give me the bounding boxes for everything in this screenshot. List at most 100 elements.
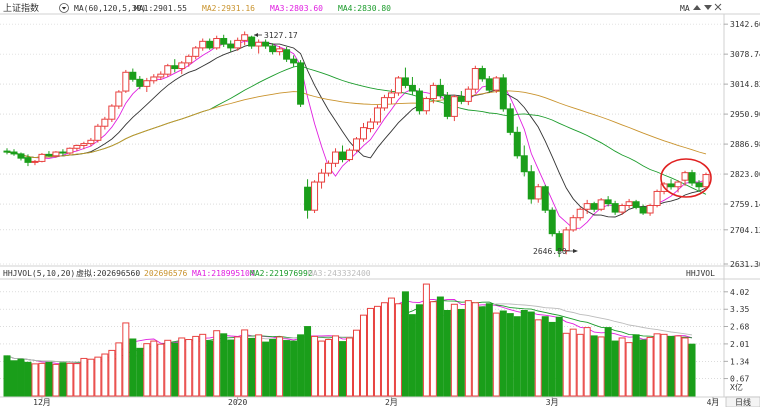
price-tick-label: 2759.14 [730,200,760,209]
volume-bar [199,333,207,397]
volume-bar [353,329,360,397]
volume-bar [359,314,367,397]
volume-ma2-value: MA2:221976992 [250,269,313,278]
volume-bar [283,340,291,397]
candle [681,170,689,186]
candle [457,91,465,105]
volume-bar [10,360,18,397]
volume-bar [171,342,179,397]
price-tick-label: 2950.90 [730,110,760,119]
volume-bar [87,358,95,397]
price-tick-label: 3142.66 [730,20,760,29]
volume-bar [248,337,256,397]
candle [478,65,486,82]
volume-bar [3,355,11,397]
candle [192,46,200,60]
volume-bar-series [3,283,696,397]
ma10-line [6,42,707,218]
candle [415,88,423,115]
volume-tick-label: 1.34 [730,357,749,366]
candle [436,78,444,99]
volume-bar [206,340,214,397]
volume-indicator-tag[interactable]: HHJVOL [686,269,715,278]
price-grid [0,23,724,265]
candle [129,68,137,82]
candle [548,207,556,237]
volume-bar [492,312,500,397]
price-tick-label: 2631.30 [730,260,760,269]
volume-bar [115,342,123,397]
candle [213,35,221,50]
price-tick-label: 2704.13 [730,226,760,235]
volume-bar [415,304,423,397]
indicator-tag[interactable]: MA [680,4,690,13]
period-button[interactable]: 日线 [725,396,760,407]
candle [353,137,360,153]
candle [653,189,661,208]
volume-bar [59,362,67,397]
ma3-value: MA3:2803.60 [270,4,323,13]
candle [66,147,74,155]
volume-bar [590,335,598,397]
volume-bar [387,297,395,397]
volume-bar [380,302,388,397]
volume-bar [562,332,570,397]
ma4-value: MA4:2830.80 [338,4,391,13]
candle [702,172,710,189]
volume-bar [24,361,32,397]
volume-bar [276,336,284,397]
volume-bar [485,303,493,397]
candle [625,198,633,209]
candle [24,154,32,167]
volume-bar [527,311,535,397]
volume-bar [178,337,186,397]
candle [318,168,326,189]
candle [667,179,675,190]
volume-bar [464,300,472,397]
candle [513,126,521,159]
candle [450,94,458,122]
volume-bar [443,310,451,397]
volume-bar [667,335,675,397]
candle [632,199,640,210]
volume-bar [290,340,298,397]
candle [492,76,500,93]
volume-bar [457,308,465,397]
close-icon[interactable] [714,3,722,11]
candle [408,76,416,95]
ma-indicator-label[interactable]: MA(60,120,5,30) [74,4,146,13]
volume-bar [101,353,109,397]
volume-bar [674,335,682,397]
volume-bar [632,334,640,397]
candle [234,37,242,51]
price-tick-label: 3014.82 [730,80,760,89]
period-button-label[interactable]: 日线 [735,397,751,407]
volume-bar [143,343,151,397]
candle [59,149,67,156]
candle [422,96,430,115]
candle [380,94,388,111]
volume-header: HHJVOL(5,10,20) 虚拟:202696560 202696576 M… [3,268,715,278]
candle [199,38,207,51]
candle [387,89,395,105]
volume-bar [394,303,402,397]
candle [94,123,102,143]
candle [206,38,214,50]
volume-bar [339,341,347,397]
volume-bar [304,326,312,397]
volume-bar [255,334,263,397]
candle [164,63,172,77]
candle [618,203,626,215]
volume-indicator-name[interactable]: HHJVOL(5,10,20) [3,269,75,278]
volume-bar [576,333,584,397]
up-icon[interactable] [693,5,701,10]
volume-bar [325,339,333,397]
volume-bar [220,333,228,397]
volume-bar [639,339,647,397]
candle [339,145,347,163]
down-icon[interactable] [704,5,712,10]
candle [534,183,542,203]
volume-bar [262,341,270,397]
dropdown-icon[interactable] [59,3,69,13]
volume-bar [520,310,528,397]
